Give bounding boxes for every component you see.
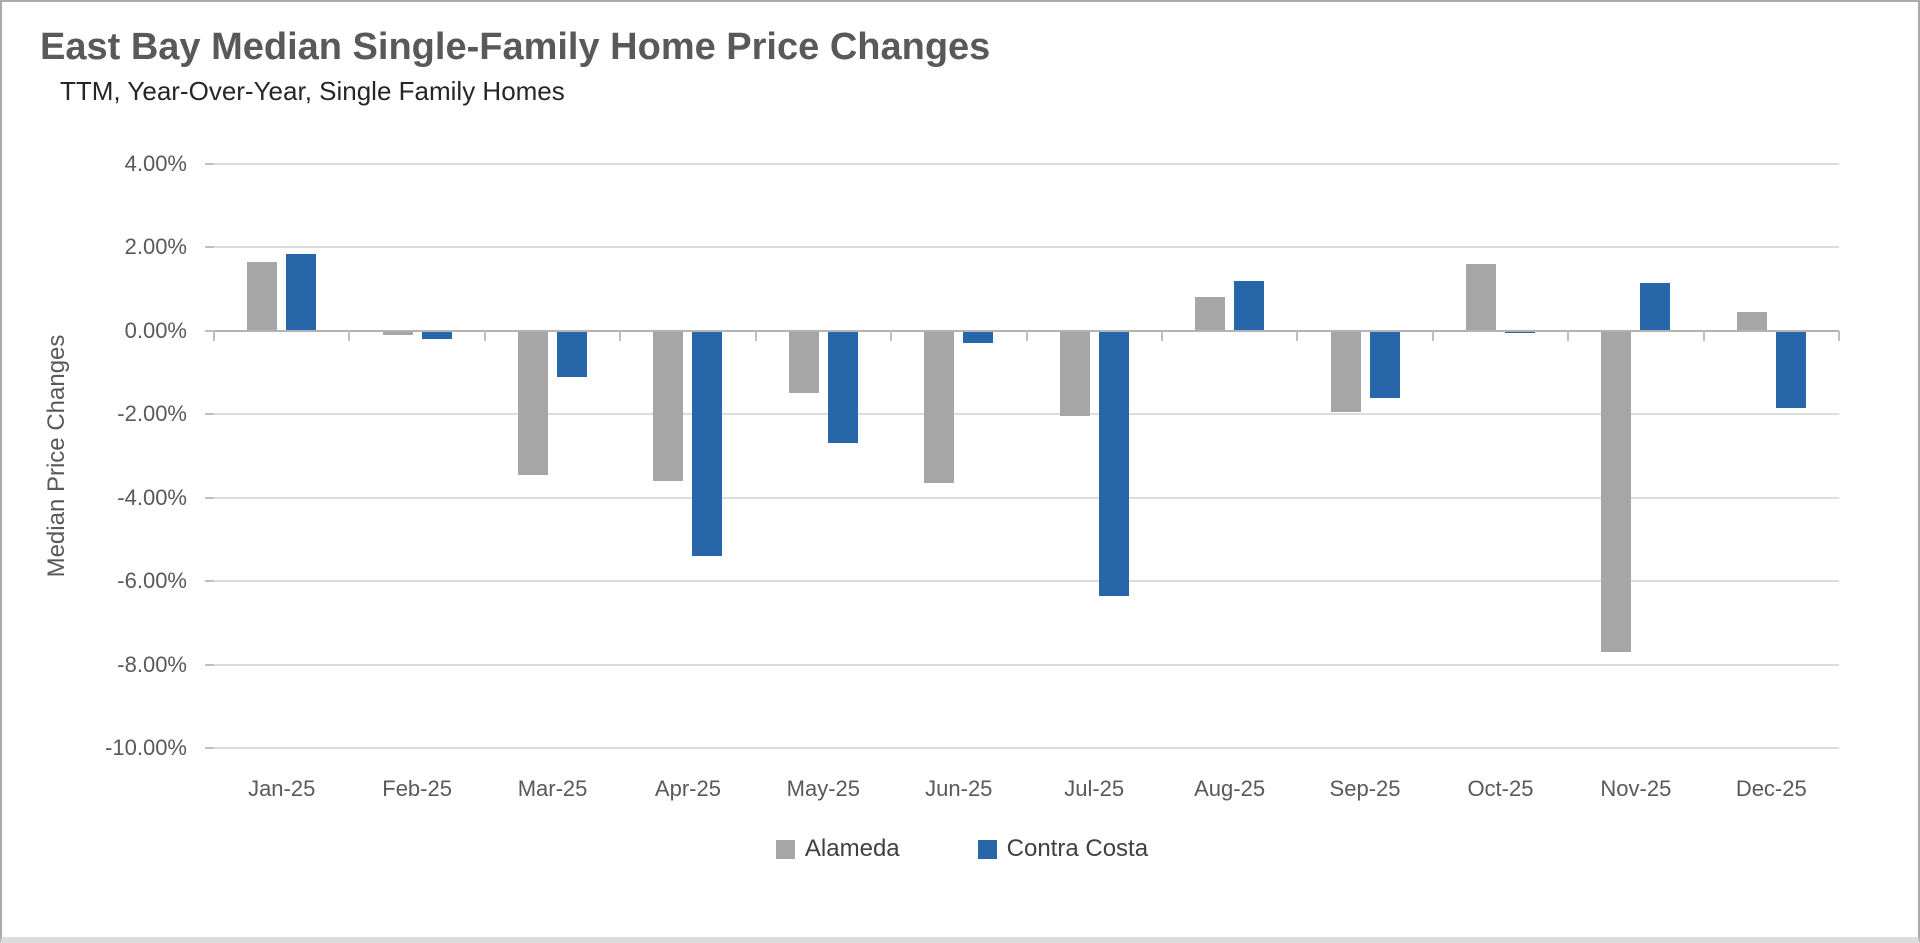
y-axis-tick-label: -8.00% (117, 651, 187, 677)
bar-contra-costa-sep-25 (1369, 330, 1400, 398)
x-axis-tick-mark (619, 330, 622, 341)
bar-alameda-sep-25 (1330, 330, 1361, 413)
legend-item: Contra Costa (977, 835, 1149, 863)
bar-contra-costa-feb-25 (421, 330, 452, 340)
y-axis-tick-mark (205, 163, 214, 165)
legend-label: Contra Costa (1006, 835, 1149, 862)
plot-area (214, 163, 1839, 749)
y-axis-tick-mark (205, 246, 214, 249)
y-axis-tick-mark (205, 663, 214, 666)
legend-label: Alameda (804, 835, 900, 862)
x-axis-tick-mark (483, 330, 486, 341)
gridline (214, 413, 1839, 416)
y-axis-tick-mark (205, 747, 214, 749)
x-axis-label: Apr-25 (654, 776, 721, 801)
bar-alameda-feb-25 (382, 330, 413, 335)
bar-alameda-mar-25 (518, 330, 549, 475)
gridline (214, 246, 1839, 249)
chart-subtitle: TTM, Year-Over-Year, Single Family Homes (60, 76, 565, 106)
chart-title: East Bay Median Single-Family Home Price… (40, 26, 991, 68)
bar-alameda-may-25 (788, 330, 819, 394)
bar-alameda-jul-25 (1059, 330, 1090, 417)
y-axis-tick-label: -2.00% (117, 401, 187, 427)
bar-alameda-nov-25 (1601, 330, 1632, 653)
x-axis-label: Jul-25 (1064, 776, 1125, 801)
bar-alameda-apr-25 (653, 330, 684, 481)
bar-contra-costa-nov-25 (1640, 282, 1671, 331)
y-axis-tick-mark (205, 329, 214, 332)
legend-swatch-contra-costa (977, 839, 997, 859)
x-axis-label: Nov-25 (1600, 776, 1672, 801)
bar-alameda-dec-25 (1736, 312, 1767, 331)
x-axis-tick-mark (1296, 330, 1299, 341)
bar-contra-costa-apr-25 (692, 330, 723, 557)
x-axis-tick-mark (348, 330, 351, 341)
x-axis-label: May-25 (786, 776, 861, 801)
x-axis-tick-mark (1160, 330, 1163, 341)
bar-contra-costa-jun-25 (963, 330, 994, 344)
y-axis-tick-label: -4.00% (117, 484, 187, 510)
legend-item: Alameda (775, 835, 900, 863)
x-axis-tick-mark (1838, 330, 1840, 341)
y-axis-tick-label: 0.00% (124, 317, 187, 343)
x-axis-label: Dec-25 (1735, 776, 1807, 801)
bar-contra-costa-jul-25 (1098, 330, 1129, 596)
x-axis-tick-mark (213, 330, 215, 341)
bar-alameda-oct-25 (1465, 264, 1496, 331)
y-axis-tick-mark (205, 413, 214, 416)
gridline (214, 496, 1839, 499)
x-axis-label: Oct-25 (1467, 776, 1534, 801)
legend: Alameda Contra Costa (2, 835, 1918, 863)
x-axis-label: Sep-25 (1329, 776, 1401, 801)
legend-swatch-alameda (775, 839, 795, 859)
gridline (214, 580, 1839, 583)
x-axis-label: Aug-25 (1194, 776, 1266, 801)
bar-contra-costa-dec-25 (1775, 330, 1806, 408)
bar-contra-costa-jan-25 (286, 253, 317, 331)
x-axis-tick-mark (890, 330, 893, 341)
bar-contra-costa-mar-25 (557, 330, 588, 377)
bar-alameda-jun-25 (924, 330, 955, 484)
y-axis-tick-label: -10.00% (105, 735, 187, 760)
bar-alameda-aug-25 (1195, 297, 1226, 331)
bar-contra-costa-oct-25 (1504, 330, 1535, 333)
x-axis-tick-mark (1431, 330, 1434, 341)
y-axis-tick-mark (205, 580, 214, 583)
x-axis-tick-mark (1025, 330, 1028, 341)
y-axis-tick-label: 4.00% (124, 151, 187, 176)
y-axis-tick-mark (205, 496, 214, 499)
y-axis-tick-label: 2.00% (124, 234, 187, 260)
y-axis-title: Median Price Changes (43, 334, 70, 578)
gridline (214, 747, 1839, 749)
x-axis-label: Jun-25 (925, 776, 993, 801)
gridline (214, 163, 1839, 165)
bar-contra-costa-aug-25 (1234, 280, 1265, 331)
bar-alameda-jan-25 (247, 262, 278, 331)
x-axis-label: Feb-25 (382, 776, 452, 801)
bar-contra-costa-may-25 (827, 330, 858, 444)
gridline (214, 663, 1839, 666)
y-axis-tick-label: -6.00% (117, 568, 187, 594)
x-axis-tick-mark (754, 330, 757, 341)
x-axis-label: Mar-25 (517, 776, 588, 801)
x-axis-tick-mark (1567, 330, 1570, 341)
x-axis-tick-mark (1702, 330, 1705, 341)
x-axis-label: Jan-25 (248, 776, 316, 801)
